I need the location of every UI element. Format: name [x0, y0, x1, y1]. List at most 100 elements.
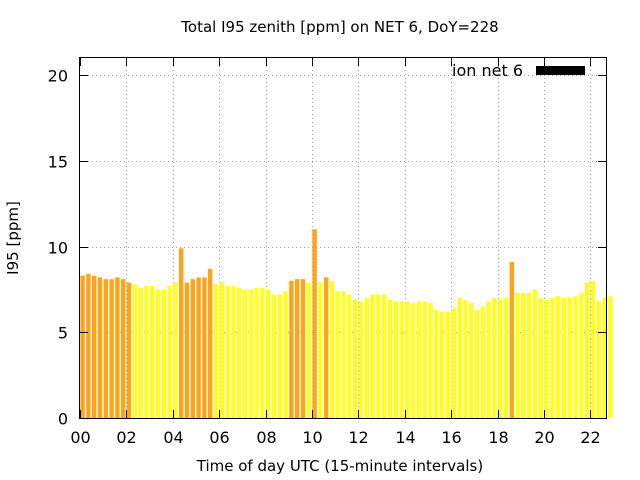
- y-tick-label: 15: [48, 153, 68, 172]
- bar: [405, 301, 410, 418]
- x-tick-label: 22: [580, 428, 600, 447]
- bar: [370, 294, 375, 418]
- legend: ion net 6: [452, 61, 585, 80]
- bar: [144, 286, 149, 418]
- bar: [509, 262, 514, 418]
- y-tick-label: 5: [58, 324, 68, 343]
- bar: [242, 289, 248, 418]
- bar: [590, 280, 596, 418]
- bar: [202, 277, 207, 418]
- bar: [126, 282, 132, 418]
- bar: [474, 310, 480, 418]
- x-tick-label: 12: [348, 428, 368, 447]
- bar: [480, 306, 485, 418]
- y-tick-label: 0: [58, 410, 68, 429]
- bar: [231, 286, 236, 418]
- bar: [132, 284, 137, 418]
- bar: [103, 279, 108, 418]
- bar: [579, 292, 584, 418]
- y-tick-label: 20: [48, 67, 68, 86]
- bar: [515, 292, 520, 418]
- bar: [300, 279, 306, 418]
- bar: [393, 301, 398, 418]
- bar: [306, 282, 311, 418]
- bar: [550, 298, 555, 418]
- bar: [190, 279, 195, 418]
- bar: [283, 291, 288, 418]
- bar: [254, 287, 259, 418]
- bar: [237, 287, 242, 418]
- bar: [602, 298, 607, 418]
- bar: [86, 274, 91, 418]
- bar: [318, 282, 323, 418]
- bar: [399, 301, 404, 418]
- bar: [196, 277, 201, 418]
- bar: [266, 289, 271, 418]
- bar: [358, 301, 364, 418]
- bar: [167, 286, 172, 418]
- x-tick-label: 20: [534, 428, 554, 447]
- bar-series: [80, 229, 613, 418]
- bar: [173, 282, 178, 418]
- bar: [451, 308, 456, 418]
- y-axis-title: I95 [ppm]: [4, 201, 22, 275]
- bar: [585, 282, 590, 418]
- bar: [440, 311, 445, 418]
- bar: [492, 298, 497, 418]
- bar: [312, 229, 317, 418]
- plot-frame: [79, 57, 607, 419]
- bar: [150, 286, 155, 418]
- legend-label: ion net 6: [452, 61, 523, 80]
- bar: [434, 310, 439, 418]
- x-tick-label: 06: [209, 428, 229, 447]
- bar: [80, 275, 85, 418]
- bar: [341, 291, 346, 418]
- bar: [538, 298, 543, 418]
- bar: [527, 292, 532, 418]
- bar: [277, 294, 282, 418]
- x-tick-label: 00: [70, 428, 90, 447]
- bar: [248, 289, 253, 418]
- bar: [463, 299, 468, 418]
- bar: [387, 299, 393, 418]
- bar: [567, 298, 572, 418]
- bar: [416, 301, 422, 418]
- bar: [335, 291, 340, 418]
- bar: [498, 299, 503, 418]
- bar: [295, 279, 300, 418]
- bar: [115, 277, 120, 418]
- bar: [97, 277, 103, 418]
- bar: [561, 298, 567, 418]
- axis-ticks: 0 5 10 15 20 00 02 04 06 08 10 12 14 16 18 20 22: [48, 58, 606, 447]
- bar: [382, 294, 387, 418]
- bar: [596, 301, 601, 418]
- bar: [469, 303, 474, 418]
- bar: [155, 289, 161, 418]
- chart-title: Total I95 zenith [ppm] on NET 6, DoY=228: [180, 18, 498, 36]
- bar: [556, 296, 561, 418]
- bar: [428, 303, 433, 418]
- bar: [532, 289, 538, 418]
- x-tick-label: 10: [302, 428, 322, 447]
- bar: [353, 299, 358, 418]
- bar: [109, 279, 114, 418]
- bar: [364, 298, 369, 418]
- bar: [457, 298, 462, 418]
- bar: [271, 294, 277, 418]
- x-tick-label: 16: [441, 428, 461, 447]
- legend-swatch: [536, 66, 585, 75]
- bar: [179, 248, 184, 418]
- bar: [445, 311, 451, 418]
- bar: [225, 286, 230, 418]
- bar: [347, 294, 352, 418]
- bar: [422, 301, 427, 418]
- bar: [219, 282, 224, 418]
- bar: [329, 280, 335, 418]
- bar: [121, 279, 126, 418]
- bar: [411, 303, 416, 418]
- bar: [376, 294, 381, 418]
- x-tick-label: 18: [488, 428, 508, 447]
- bar: [213, 284, 219, 418]
- x-tick-label: 02: [116, 428, 136, 447]
